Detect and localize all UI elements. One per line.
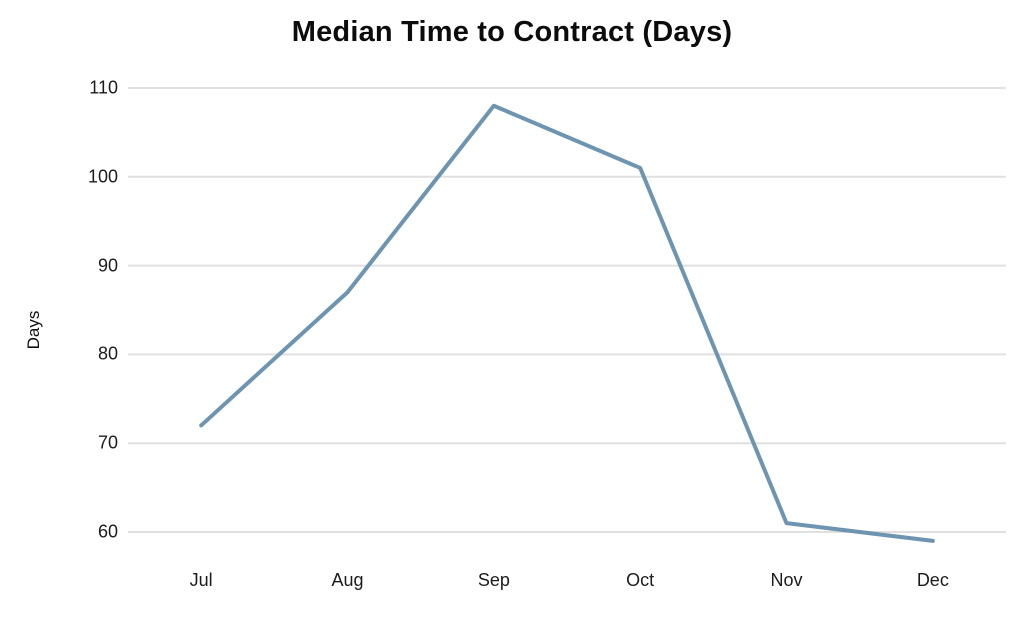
x-tick-label: Aug [331,570,364,590]
y-tick-label: 70 [97,432,118,453]
series-line [199,103,935,543]
y-tick-label: 110 [89,77,118,98]
x-tick-label: Nov [770,570,803,590]
x-tick-label: Sep [477,570,510,590]
gridlines [128,87,1006,533]
y-tick-label: 90 [97,255,118,276]
y-tick-label: 100 [87,166,118,187]
x-tick-label: Oct [626,570,655,590]
chart-title: Median Time to Contract (Days) [291,16,733,48]
y-tick-label: 80 [97,343,118,364]
x-tick-label: Dec [916,570,949,590]
x-tick-label: Jul [189,570,213,590]
data-series [199,103,935,543]
y-tick-label: 60 [97,521,118,542]
